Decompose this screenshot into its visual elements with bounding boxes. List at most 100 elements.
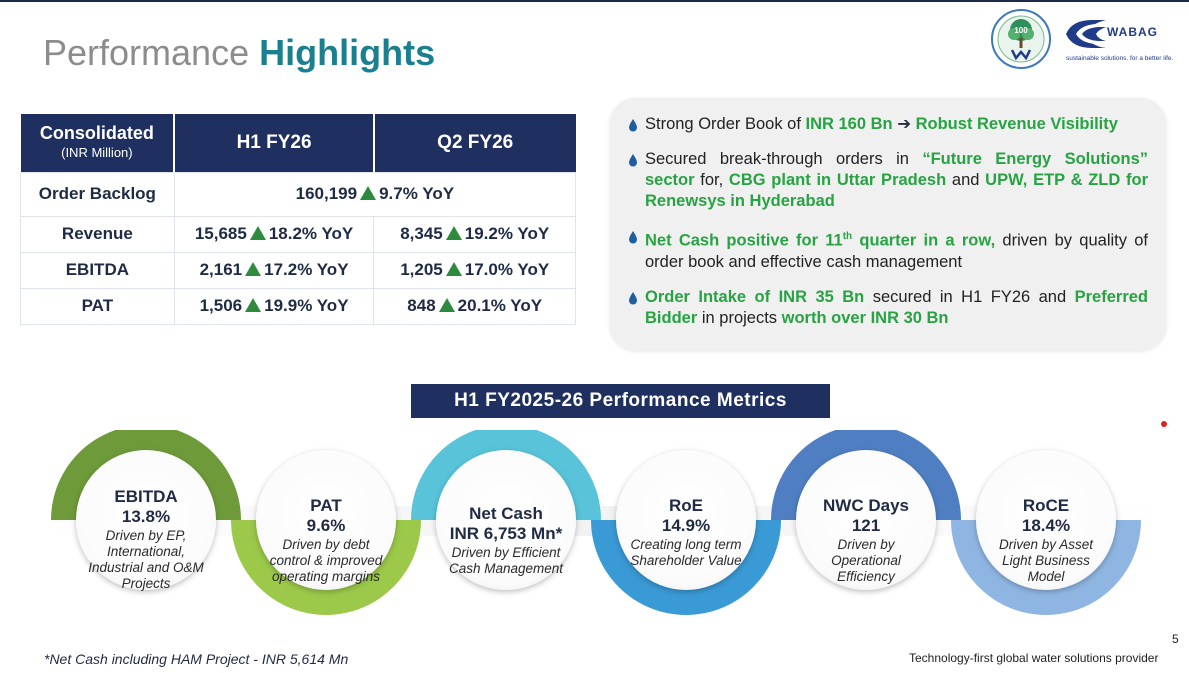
h1-cell: 1,506 19.9% YoY bbox=[173, 287, 375, 325]
up-arrow-icon bbox=[360, 186, 377, 200]
up-arrow-icon bbox=[245, 262, 262, 276]
water-drop-icon bbox=[629, 119, 637, 132]
up-arrow-icon bbox=[445, 226, 462, 240]
metric-disc bbox=[616, 450, 756, 590]
footer-tagline: Technology-first global water solutions … bbox=[909, 651, 1159, 665]
table-row: EBITDA 2,161 17.2% YoY 1,205 17.0% YoY bbox=[20, 251, 576, 289]
emphasis: worth over INR 30 Bn bbox=[781, 308, 949, 327]
cell-growth: 20.1% YoY bbox=[457, 296, 543, 315]
metric-value: 18.4% bbox=[1021, 516, 1071, 535]
emphasis: UPW, ETP & ZLD for Renewsys in Hyderabad bbox=[645, 171, 1149, 210]
page-number: 5 bbox=[1172, 632, 1179, 646]
seal-text: 100 bbox=[1014, 26, 1028, 35]
metric-card-nwc-days: NWC Days 121 Driven by Operational Efficie… bbox=[796, 496, 936, 585]
metric-value: 13.8% bbox=[121, 507, 171, 526]
header-h1: H1 FY26 bbox=[174, 114, 375, 172]
header-unit-label: (INR Million) bbox=[61, 144, 133, 160]
wabag-tagline: sustainable solutions. for a better life… bbox=[1066, 55, 1174, 62]
highlight-bullet: Order Intake of INR 35 Bn secured in H1 … bbox=[628, 287, 1148, 329]
metrics-heading: H1 FY2025-26 Performance Metrics bbox=[411, 384, 830, 418]
metric-desc: Creating long term Shareholder Value bbox=[630, 537, 742, 568]
metric-ring-pat bbox=[231, 520, 421, 615]
metric-name: RoE bbox=[669, 496, 703, 515]
seal-logo-icon: 100 bbox=[991, 9, 1051, 69]
metric-value: INR 6,753 Mn* bbox=[449, 524, 563, 543]
cell-growth: 19.9% YoY bbox=[264, 296, 349, 315]
title-bold: Highlights bbox=[259, 32, 436, 73]
metric-value: 9.6% bbox=[306, 516, 346, 535]
metric-ring-net-cash bbox=[411, 430, 601, 520]
page-title: Performance Highlights bbox=[43, 32, 435, 74]
row-label: Order Backlog bbox=[20, 171, 175, 217]
superscript: th bbox=[842, 231, 853, 242]
red-dot bbox=[1161, 421, 1167, 427]
metric-ring-roe bbox=[591, 520, 781, 615]
footnote: *Net Cash including HAM Project - INR 5,… bbox=[44, 651, 349, 667]
metric-card-net-cash: Net Cash INR 6,753 Mn* Driven by Efficient… bbox=[436, 504, 576, 577]
h1-cell: 15,685 18.2% YoY bbox=[173, 215, 375, 253]
cell-growth: 17.2% YoY bbox=[264, 260, 349, 279]
water-drop-icon bbox=[629, 291, 637, 304]
cell-growth: 18.2% YoY bbox=[268, 224, 354, 243]
metric-card-pat: PAT 9.6% Driven by debt control & improved… bbox=[256, 496, 396, 585]
emphasis: quarter in a row, bbox=[852, 231, 996, 250]
metric-card-ebitda: EBITDA 13.8% Driven by EP, International, … bbox=[76, 487, 216, 592]
water-drop-icon bbox=[629, 231, 637, 244]
highlight-bullet: Net Cash positive for 11th quarter in a … bbox=[628, 226, 1148, 273]
row-label: Revenue bbox=[20, 215, 175, 253]
cell-value: 15,685 bbox=[194, 224, 247, 243]
up-arrow-icon bbox=[245, 298, 262, 312]
metric-name: EBITDA bbox=[114, 487, 178, 506]
cell-value: 2,161 bbox=[199, 260, 243, 279]
q2-cell: 848 20.1% YoY bbox=[373, 287, 576, 325]
metric-desc: Driven by Efficient Cash Management bbox=[448, 545, 564, 576]
metric-card-roce: RoCE 18.4% Driven by Asset Light Business … bbox=[976, 496, 1116, 585]
text: driven by quality of order book and effe… bbox=[645, 231, 1148, 271]
metric-name: Net Cash bbox=[469, 504, 543, 523]
metric-desc: Driven by debt control & improved operat… bbox=[269, 537, 383, 584]
highlight-bullet: Strong Order Book of INR 160 Bn ➔ Robust… bbox=[628, 114, 1148, 135]
metric-ring-roce bbox=[951, 520, 1141, 615]
metric-name: PAT bbox=[310, 496, 342, 515]
text: and bbox=[946, 171, 986, 189]
text: for, bbox=[694, 171, 729, 189]
up-arrow-icon bbox=[249, 226, 266, 240]
wabag-wordmark: WABAG bbox=[1107, 25, 1158, 39]
backlog-growth: 9.7% YoY bbox=[379, 184, 455, 203]
metric-disc bbox=[76, 450, 216, 590]
metric-value: 121 bbox=[851, 516, 881, 535]
metric-desc: Driven by Operational Efficiency bbox=[831, 537, 901, 584]
wabag-logo-icon bbox=[1066, 20, 1106, 48]
metric-disc bbox=[436, 450, 576, 590]
table-row-backlog: Order Backlog 160,199 9.7% YoY bbox=[20, 171, 577, 217]
cell-value: 848 bbox=[407, 296, 436, 315]
text: Strong Order Book of bbox=[645, 115, 806, 133]
text: secured in H1 FY26 and bbox=[864, 287, 1075, 306]
metrics-chain bbox=[40, 430, 1170, 615]
q2-cell: 1,205 17.0% YoY bbox=[373, 251, 576, 289]
title-light: Performance bbox=[43, 32, 250, 73]
highlight-bullet: Secured break-through orders in “Future … bbox=[628, 149, 1148, 212]
q2-cell: 8,345 19.2% YoY bbox=[373, 215, 576, 253]
emphasis: CBG plant in Uttar Pradesh bbox=[728, 171, 947, 189]
text: Secured break-through orders in bbox=[645, 150, 923, 168]
cell-growth: 17.0% YoY bbox=[464, 260, 550, 279]
top-rule bbox=[0, 0, 1189, 2]
highlights-box: Strong Order Book of INR 160 Bn ➔ Robust… bbox=[610, 98, 1166, 350]
metric-disc bbox=[796, 450, 936, 590]
metric-desc: Driven by Asset Light Business Model bbox=[998, 537, 1094, 584]
metric-desc: Driven by EP, International, Industrial … bbox=[88, 528, 204, 591]
up-arrow-icon bbox=[445, 262, 462, 276]
emphasis: Preferred Bidder bbox=[645, 287, 1148, 327]
arrow-icon: ➔ bbox=[892, 115, 916, 133]
header-q2: Q2 FY26 bbox=[373, 114, 576, 172]
metric-value: 14.9% bbox=[661, 516, 711, 535]
emphasis: Order Intake of INR 35 Bn bbox=[645, 287, 865, 306]
h1-cell: 2,161 17.2% YoY bbox=[173, 251, 375, 289]
cell-value: 1,205 bbox=[400, 260, 443, 279]
metric-disc bbox=[256, 450, 396, 590]
water-drop-icon bbox=[629, 154, 637, 167]
emphasis: Robust Revenue Visibility bbox=[915, 115, 1118, 133]
backlog-cell: 160,199 9.7% YoY bbox=[173, 171, 577, 217]
metric-card-roe: RoE 14.9% Creating long term Shareholder V… bbox=[616, 496, 756, 569]
